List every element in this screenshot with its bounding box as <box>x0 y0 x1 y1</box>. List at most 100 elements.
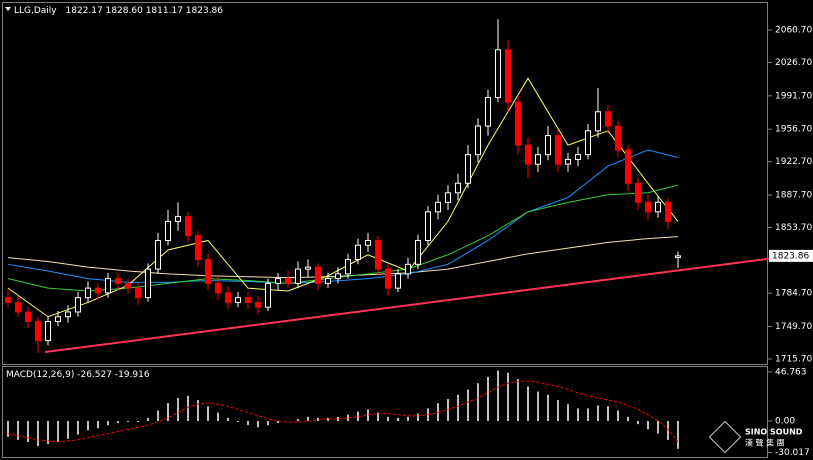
candle-body <box>105 278 111 294</box>
candle-body <box>185 216 191 237</box>
macd-title: MACD(12,26,9) -26.527 -19.916 <box>6 370 150 380</box>
candle-body <box>675 255 681 258</box>
y-tick-label: 1784.70 <box>775 289 812 299</box>
candle-body <box>25 311 31 323</box>
open: 1822.17 <box>66 6 103 16</box>
signal-value: -19.916 <box>115 370 150 380</box>
symbol: LLG,Daily <box>14 6 57 16</box>
candle-body <box>605 111 611 127</box>
candle-body <box>595 111 601 132</box>
candle-body <box>645 201 651 213</box>
macd-value: -26.527 <box>77 370 112 380</box>
low: 1811.17 <box>146 6 183 16</box>
candle-body <box>155 239 161 270</box>
candle-body <box>345 259 351 275</box>
y-tick-label: 2060.70 <box>775 26 812 36</box>
price-label: 1823.86 <box>772 251 809 261</box>
logo-chinese: 漢 聲 集 團 <box>745 438 785 448</box>
candle-body <box>335 273 341 280</box>
candle-body <box>475 125 481 156</box>
candle-body <box>95 287 101 294</box>
close: 1823.86 <box>186 6 223 16</box>
signal-line <box>7 380 679 443</box>
candle-body <box>505 49 511 103</box>
candle-body <box>525 144 531 165</box>
candle-body <box>375 239 381 270</box>
y-tick-label: 1956.70 <box>775 125 812 135</box>
candle-body <box>355 244 361 261</box>
candle-body <box>205 259 211 284</box>
candle-body <box>135 287 141 299</box>
main-title: LLG,Daily 1822.17 1828.60 1811.17 1823.8… <box>14 6 223 16</box>
candle-body <box>245 297 251 303</box>
candle-body <box>5 297 11 303</box>
candle-body <box>425 211 431 241</box>
logo-name: SINO SOUND <box>745 428 803 437</box>
candle-body <box>145 268 151 299</box>
candle-body <box>305 266 311 270</box>
logo-icon <box>708 420 742 454</box>
candle-body <box>215 282 221 294</box>
candle-body <box>385 268 391 289</box>
candle-body <box>415 239 421 265</box>
candle-body <box>615 125 621 151</box>
candle-body <box>65 311 71 318</box>
candle-body <box>655 201 661 213</box>
candle-body <box>575 154 581 160</box>
candle-body <box>85 287 91 299</box>
y-tick-label: 1749.70 <box>775 322 812 332</box>
candle-body <box>265 282 271 308</box>
y-tick-label: 1715.70 <box>775 354 812 364</box>
candle-body <box>405 263 411 275</box>
candle-body <box>15 301 21 313</box>
main-panel <box>2 2 768 365</box>
candle-body <box>75 297 81 313</box>
y-tick-label: 1853.70 <box>775 223 812 233</box>
candle-body <box>295 268 301 284</box>
candle-body <box>465 154 471 184</box>
candle-body <box>285 278 291 284</box>
candle-body <box>175 216 181 222</box>
candle-body <box>485 96 491 127</box>
candle-body <box>585 130 591 156</box>
y-tick-label: -30.017 <box>775 448 810 458</box>
menu-arrow <box>5 7 11 11</box>
candle-body <box>635 182 641 203</box>
macd-name: MACD(12,26,9) <box>6 370 74 380</box>
candle-body <box>235 297 241 303</box>
candle-body <box>565 158 571 165</box>
candle-body <box>325 278 331 284</box>
candle-body <box>225 292 231 303</box>
candle-body <box>555 135 561 165</box>
candle-body <box>45 321 51 342</box>
candle-body <box>125 282 131 289</box>
candle-body <box>535 154 541 165</box>
candle-body <box>435 201 441 213</box>
candle-body <box>275 278 281 284</box>
candle-body <box>625 149 631 184</box>
candle-body <box>545 135 551 156</box>
y-tick-label: 1887.70 <box>775 190 812 200</box>
candle-body <box>115 278 121 284</box>
candle-body <box>495 49 501 98</box>
macd-panel <box>2 366 768 458</box>
candle-body <box>455 182 461 194</box>
candle-body <box>255 301 261 308</box>
candle-body <box>165 220 171 241</box>
candle-body <box>515 101 521 146</box>
high: 1828.60 <box>106 6 143 16</box>
candle-body <box>665 201 671 222</box>
y-tick-label: 0.00 <box>775 416 795 426</box>
y-tick-label: 46.763 <box>775 367 807 377</box>
candle-body <box>395 273 401 289</box>
moving-average <box>7 149 679 284</box>
candle-body <box>55 316 61 323</box>
candle-body <box>315 266 321 284</box>
candle-body <box>195 235 201 261</box>
y-tick-label: 1922.70 <box>775 157 812 167</box>
y-tick-label: 2026.70 <box>775 58 812 68</box>
candle-body <box>365 239 371 246</box>
candle-body <box>445 192 451 203</box>
